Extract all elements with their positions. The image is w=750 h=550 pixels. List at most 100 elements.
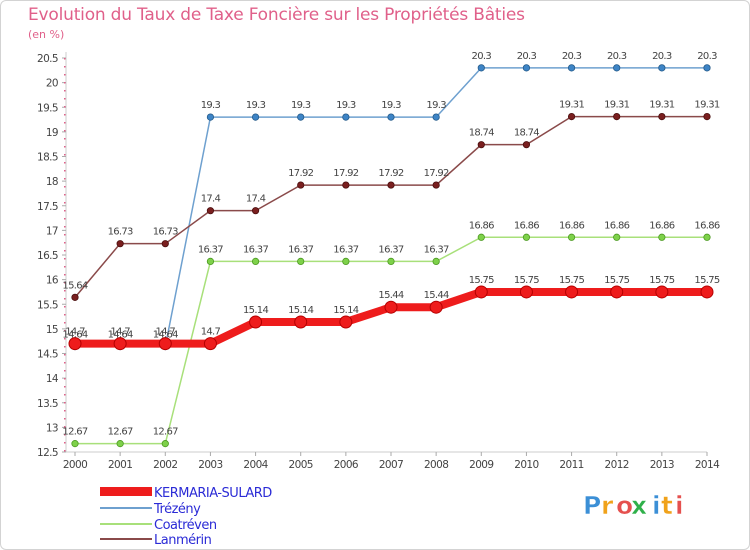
axis-dot: [64, 418, 66, 420]
logo-letter: x: [631, 491, 647, 520]
axis-dot: [64, 202, 66, 204]
data-label: 15.44: [424, 290, 449, 301]
data-point: [522, 141, 531, 149]
data-point: [567, 64, 576, 72]
data-point: [432, 257, 440, 266]
data-label: 16.73: [153, 227, 178, 238]
x-tick-label: 2012: [605, 459, 629, 471]
x-tick-label: 2004: [243, 459, 268, 471]
axis-dot: [64, 154, 66, 156]
logo-letter: i: [675, 491, 684, 520]
data-label: 14.64: [62, 330, 87, 341]
data-label: 19.31: [604, 100, 629, 111]
legend-label: Coatréven: [154, 518, 217, 533]
legend-label: KERMARIA-SULARD: [154, 486, 272, 501]
y-tick-label: 14.5: [37, 349, 58, 361]
axis-dot: [64, 386, 66, 388]
y-tick-label: 14: [46, 373, 59, 385]
data-label: 18.74: [469, 128, 494, 139]
data-point: [206, 257, 215, 266]
data-label: 14.7: [65, 327, 85, 338]
y-tick-label: 20: [46, 78, 58, 90]
axis-dot: [64, 266, 66, 268]
logo-letter: i: [652, 491, 661, 520]
data-point: [522, 233, 531, 241]
x-tick-label: 2003: [198, 459, 222, 471]
axis-dot: [64, 346, 66, 348]
x-tick-label: 2005: [289, 459, 313, 471]
data-label: 20.3: [697, 51, 717, 62]
x-tick-label: 2014: [695, 459, 720, 471]
y-tick-label: 13.5: [37, 398, 58, 410]
axis-dot: [64, 138, 66, 140]
legend-item: Coatréven: [100, 518, 217, 533]
data-label: 19.3: [336, 100, 356, 111]
data-label: 20.3: [652, 51, 672, 62]
data-label: 16.37: [198, 244, 223, 255]
data-label: 20.3: [472, 51, 492, 62]
data-point: [567, 233, 576, 241]
data-label: 17.92: [378, 168, 403, 179]
data-point: [384, 300, 398, 314]
data-label: 16.86: [604, 220, 629, 231]
data-point: [251, 113, 260, 121]
data-point: [658, 64, 666, 72]
data-label: 15.75: [604, 275, 629, 286]
data-point: [249, 315, 263, 329]
axis-dot: [64, 450, 66, 452]
data-label: 16.37: [288, 244, 313, 255]
data-point: [658, 233, 666, 241]
y-tick-label: 18.5: [37, 152, 58, 164]
legend-label: Trézény: [153, 502, 201, 517]
axis-dot: [64, 186, 66, 188]
data-point: [294, 315, 308, 329]
y-tick-label: 12.5: [37, 447, 58, 459]
data-label: 15.14: [243, 305, 268, 316]
data-label: 15.14: [333, 305, 358, 316]
axis-dot: [64, 442, 66, 444]
x-tick-label: 2011: [559, 459, 583, 471]
data-label: 17.92: [288, 168, 313, 179]
axis-dot: [64, 370, 66, 372]
axis-dot: [64, 194, 66, 196]
series-lanm-rin: [71, 113, 711, 301]
axes: 12.5 13 13.5 14 14.5 15 15.5 16 16.5 17 17.5 18 18.5…: [37, 52, 721, 471]
data-label: 20.3: [517, 51, 537, 62]
data-point: [429, 300, 443, 314]
legend-item: Lanmérin: [100, 533, 212, 548]
axis-dot: [64, 250, 66, 252]
data-point: [342, 181, 350, 189]
data-label: 16.86: [559, 220, 584, 231]
axis-dot: [64, 90, 66, 92]
data-label: 17.4: [201, 194, 221, 205]
axis-dot: [64, 338, 66, 340]
data-label: 15.75: [649, 275, 674, 286]
axis-dot: [64, 178, 66, 180]
axis-dot: [64, 434, 66, 436]
y-tick-label: 16: [46, 275, 59, 287]
data-point: [477, 233, 485, 241]
data-label: 16.86: [649, 220, 674, 231]
legend-swatch: [100, 487, 152, 496]
axis-dot: [64, 282, 66, 284]
data-point: [522, 64, 531, 72]
data-point: [116, 240, 124, 248]
x-tick-label: 2009: [469, 459, 493, 471]
data-point: [613, 113, 621, 121]
x-tick-label: 2006: [334, 459, 359, 471]
x-tick-label: 2008: [424, 459, 448, 471]
x-tick-label: 2013: [650, 459, 674, 471]
data-point: [613, 233, 621, 241]
axis-dot: [64, 298, 66, 300]
data-point: [116, 440, 124, 448]
data-label: 15.75: [694, 275, 719, 286]
y-tick-label: 18: [46, 176, 58, 188]
axis-dot: [64, 306, 66, 308]
logo-letter: o: [616, 491, 633, 520]
axis-dot: [64, 114, 66, 116]
series-group: [68, 64, 714, 448]
data-point: [206, 207, 215, 215]
data-point: [68, 337, 82, 351]
data-point: [251, 257, 260, 266]
